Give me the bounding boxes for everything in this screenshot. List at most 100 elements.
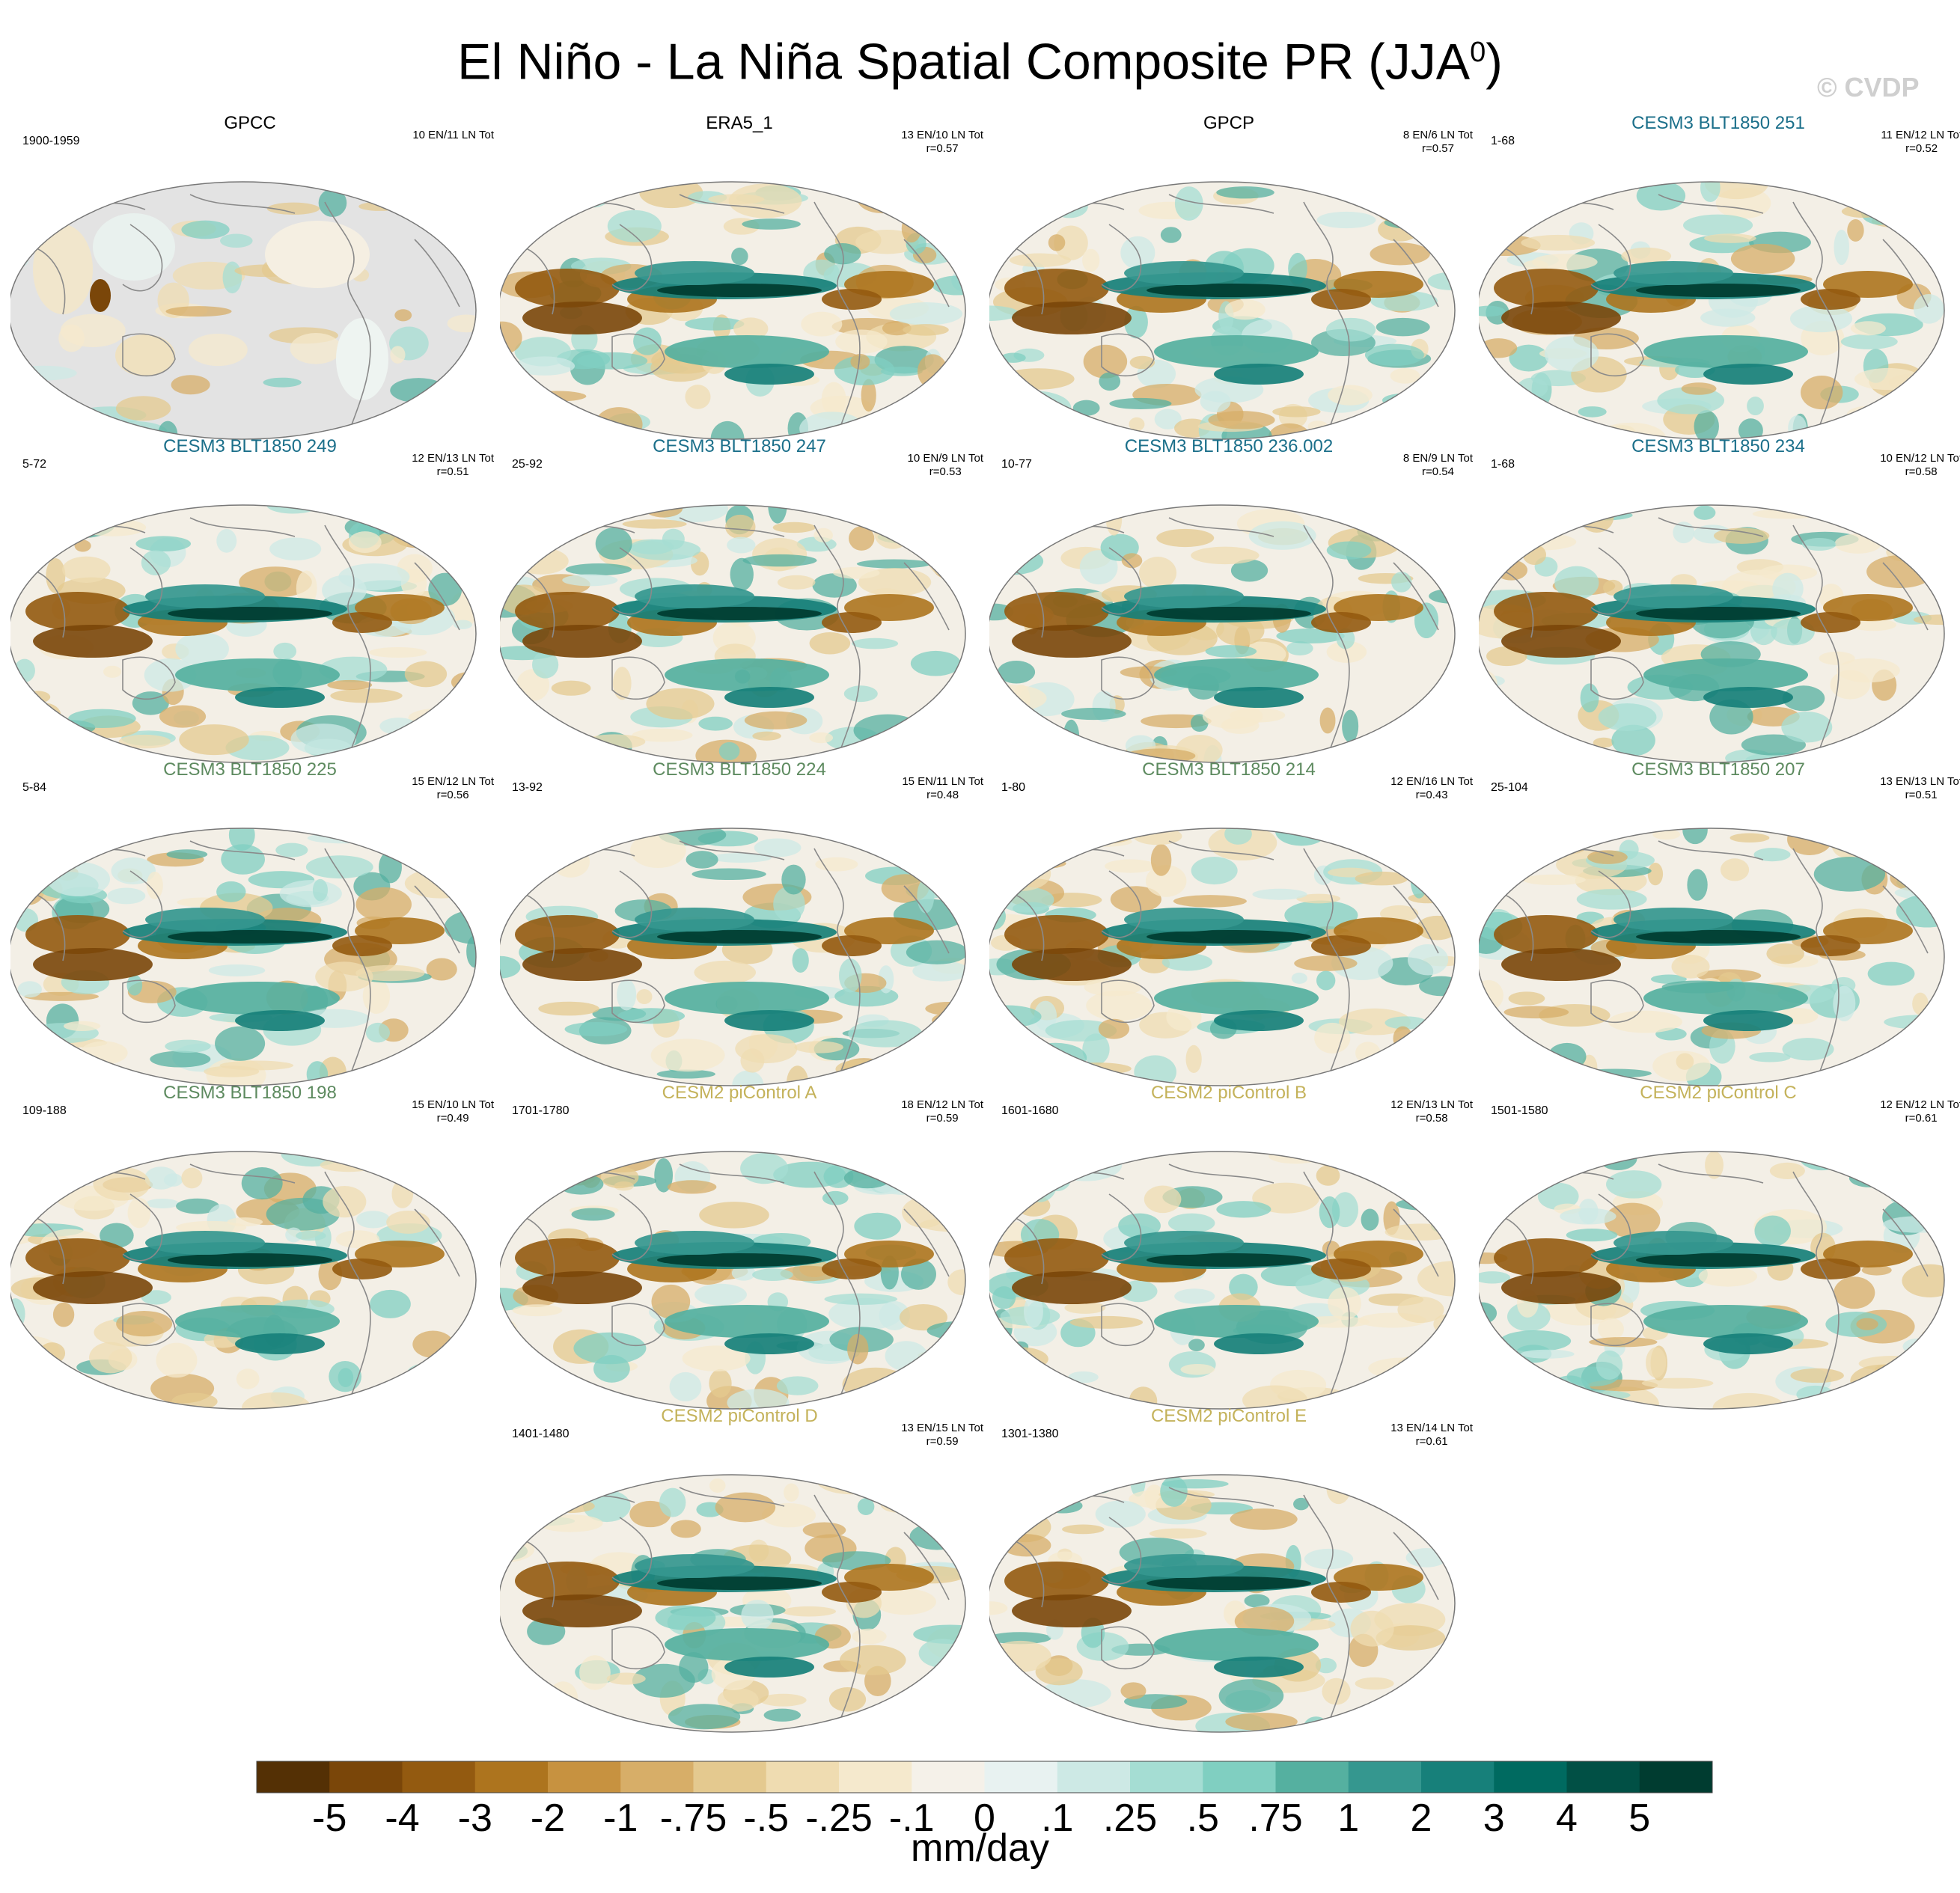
anomaly-blob: [1180, 1363, 1215, 1375]
anomaly-blob: [269, 537, 322, 560]
anomaly-blob: [856, 559, 932, 569]
dry-anomaly: [1801, 289, 1860, 310]
anomaly-blob: [1916, 523, 1944, 544]
anomaly-blob: [822, 1190, 849, 1205]
panel-stats: 12 EN/13 LN Tot r=0.51: [412, 452, 494, 479]
anomaly-blob: [447, 314, 476, 333]
anomaly-blob: [917, 354, 948, 389]
anomaly-blob: [694, 1283, 747, 1306]
anomaly-blob: [600, 1166, 639, 1189]
wet-anomaly: [1147, 607, 1311, 620]
map-panel: CESM3 BLT1850 214 1-80 12 EN/16 LN Tot r=0.…: [989, 759, 1473, 1088]
anomaly-blob: [894, 1051, 965, 1062]
wet-anomaly: [724, 687, 814, 708]
anomaly-blob: [1479, 828, 1513, 846]
anomaly-blob: [60, 1374, 94, 1387]
anomaly-blob: [792, 948, 809, 973]
anomaly-blob: [654, 1157, 674, 1193]
anomaly-blob: [901, 1259, 936, 1290]
anomaly-blob: [1045, 1020, 1117, 1042]
panel-title: CESM2 piControl A: [662, 1083, 817, 1103]
anomaly-blob: [742, 218, 801, 230]
anomaly-blob: [1908, 519, 1944, 530]
anomaly-blob: [1489, 830, 1559, 866]
anomaly-blob: [1316, 211, 1376, 229]
anomaly-blob: [881, 874, 929, 903]
anomaly-blob: [918, 1639, 965, 1668]
anomaly-blob: [938, 1475, 965, 1495]
anomaly-blob: [407, 1361, 471, 1383]
anomaly-blob: [118, 734, 171, 749]
anomaly-blob: [500, 854, 513, 874]
anomaly-blob: [506, 1031, 548, 1053]
anomaly-blob: [1048, 421, 1088, 433]
dry-anomaly: [1311, 1582, 1371, 1603]
anomaly-blob: [1508, 1375, 1539, 1404]
anomaly-blob: [636, 989, 653, 1005]
panel-title: CESM3 BLT1850 224: [653, 759, 826, 780]
anomaly-blob: [315, 961, 373, 992]
panel-stats: 8 EN/6 LN Tot r=0.57: [1403, 129, 1473, 156]
anomaly-blob: [419, 515, 457, 525]
dry-anomaly: [515, 915, 620, 954]
coastline: [522, 840, 950, 1074]
dry-anomaly: [332, 935, 392, 956]
wet-anomaly: [1643, 658, 1808, 691]
anomaly-blob: [690, 551, 709, 576]
anomaly-blob: [552, 845, 590, 878]
anomaly-blob: [946, 1007, 965, 1036]
anomaly-blob: [944, 1050, 965, 1080]
anomaly-blob: [1418, 1063, 1455, 1075]
colorbar-bin: [1130, 1761, 1203, 1793]
panel-correlation: r=0.61: [1415, 1435, 1448, 1448]
map-panel: CESM3 BLT1850 236.002 10-77 8 EN/9 LN Tot r…: [989, 435, 1473, 765]
anomaly-blob: [141, 550, 171, 575]
anomaly-blob: [348, 531, 382, 553]
panel-stats: 13 EN/10 LN Tot r=0.57: [901, 129, 983, 156]
anomaly-blob: [181, 1167, 203, 1189]
land-anomaly: [265, 221, 370, 288]
dry-anomaly: [25, 1238, 130, 1277]
anomaly-blob: [60, 314, 126, 347]
anomaly-blob: [1022, 1166, 1057, 1202]
anomaly-blob: [584, 1475, 626, 1495]
colorbar-tick-label: -.75: [659, 1796, 727, 1840]
anomaly-blob: [215, 1026, 266, 1061]
anomaly-blob: [931, 1022, 965, 1033]
anomaly-blob: [1001, 1534, 1051, 1557]
anomaly-blob: [1479, 730, 1516, 756]
anomaly-blob: [923, 1034, 965, 1056]
anomaly-blob: [1353, 510, 1412, 523]
anomaly-blob: [1124, 305, 1148, 339]
anomaly-blob: [781, 1606, 837, 1617]
anomaly-blob: [679, 1652, 709, 1683]
dry-anomaly: [1801, 612, 1860, 633]
anomaly-blob: [809, 732, 834, 744]
anomaly-blob: [1079, 550, 1118, 585]
anomaly-blob: [176, 1198, 220, 1214]
colorbar-bin: [693, 1761, 767, 1793]
anomaly-blob: [394, 309, 412, 322]
map-svg: [500, 828, 966, 1086]
colorbar-bin: [839, 1761, 912, 1793]
anomaly-blob: [1850, 1364, 1914, 1398]
anomaly-blob: [562, 574, 618, 587]
anomaly-blob: [500, 887, 512, 914]
wet-anomaly: [145, 584, 265, 608]
map-svg: [989, 828, 1456, 1086]
anomaly-blob: [1397, 1354, 1454, 1374]
anomaly-blob: [1404, 1503, 1455, 1524]
anomaly-blob: [1054, 225, 1088, 260]
anomaly-blob: [850, 353, 870, 370]
panel-correlation: r=0.58: [1905, 465, 1938, 478]
coastline: [1500, 194, 1929, 427]
anomaly-blob: [1673, 522, 1695, 544]
wet-anomaly: [235, 687, 325, 708]
anomaly-blob: [622, 519, 687, 529]
anomaly-blob: [1322, 1678, 1351, 1705]
anomaly-blob: [1377, 1152, 1423, 1162]
anomaly-blob: [432, 505, 463, 523]
anomaly-blob: [1355, 871, 1408, 886]
panel-title: GPCC: [224, 113, 276, 133]
anomaly-blob: [1913, 294, 1944, 324]
